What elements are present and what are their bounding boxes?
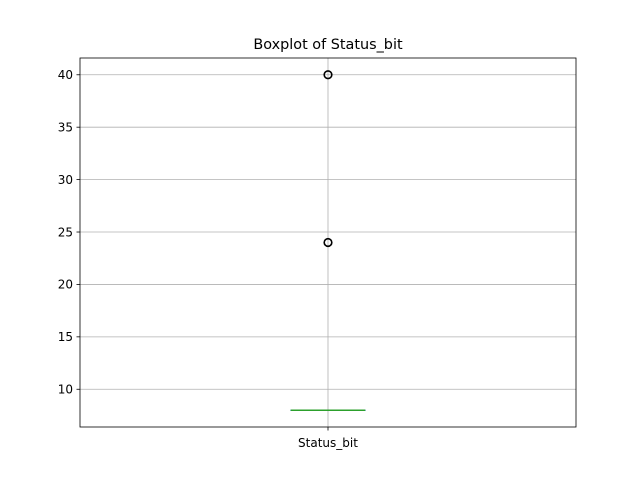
y-tick-label: 40 (58, 68, 73, 82)
y-tick-label: 25 (58, 225, 73, 239)
y-tick-label: 15 (58, 330, 73, 344)
outlier-point (323, 70, 333, 80)
grid-layer (80, 58, 576, 427)
x-tick-label: Status_bit (298, 436, 358, 450)
tick-layer: 10 15 20 25 30 35 40 Status_bit (58, 68, 359, 450)
outlier-point (323, 237, 333, 248)
y-tick-label: 20 (58, 278, 73, 292)
chart-title: Boxplot of Status_bit (253, 37, 403, 53)
y-tick-label: 10 (58, 383, 73, 397)
y-tick-label: 30 (58, 173, 73, 187)
y-tick-label: 35 (58, 120, 73, 134)
box-layer (290, 70, 366, 411)
